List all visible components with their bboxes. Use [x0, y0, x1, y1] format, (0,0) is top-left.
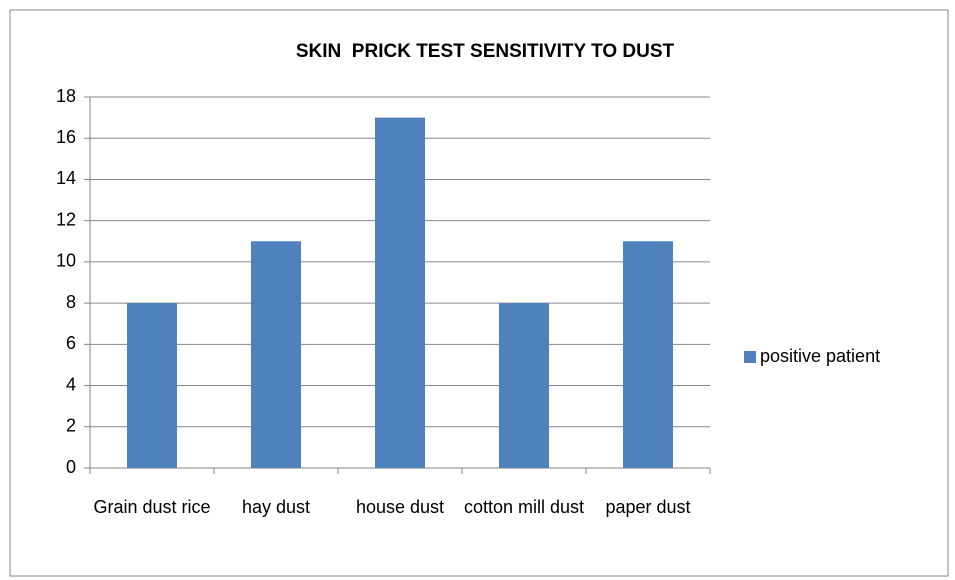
chart-border	[9, 9, 949, 577]
y-tick-label: 16	[56, 127, 76, 147]
legend-label: positive patient	[760, 346, 880, 366]
chart-title: SKIN PRICK TEST SENSITIVITY TO DUST	[296, 41, 675, 62]
bar	[375, 117, 425, 468]
bar	[499, 303, 549, 468]
bar	[623, 241, 673, 468]
bar	[127, 303, 177, 468]
y-tick-label: 0	[66, 457, 76, 477]
y-tick-label: 12	[56, 209, 76, 229]
x-tick-label: paper dust	[605, 497, 690, 517]
x-tick-label: Grain dust rice	[93, 497, 210, 517]
x-tick-label: hay dust	[242, 497, 310, 517]
legend-swatch	[744, 351, 756, 363]
y-tick-label: 10	[56, 251, 76, 271]
y-tick-label: 18	[56, 86, 76, 106]
y-tick-label: 6	[66, 333, 76, 353]
x-tick-label: cotton mill dust	[464, 497, 584, 517]
x-tick-label: house dust	[356, 497, 444, 517]
y-tick-label: 2	[66, 416, 76, 436]
y-tick-label: 8	[66, 292, 76, 312]
y-tick-label: 14	[56, 168, 76, 188]
bar	[251, 241, 301, 468]
y-tick-label: 4	[66, 374, 76, 394]
